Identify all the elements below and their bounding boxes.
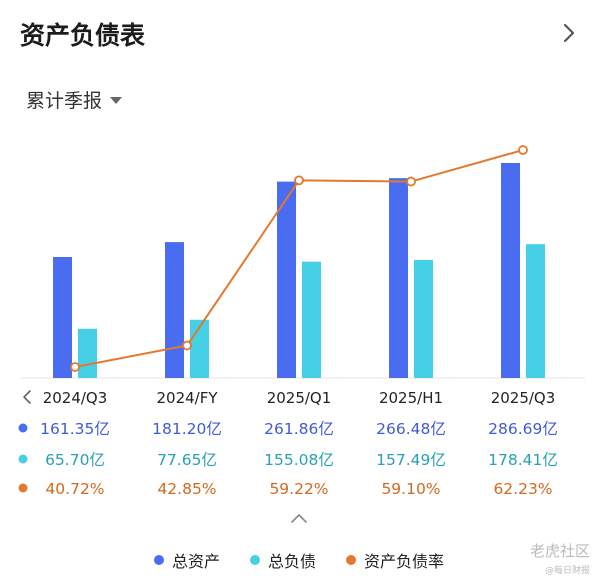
- point-debt-ratio: [518, 145, 528, 155]
- legend-item-total-assets: 总资产: [153, 548, 220, 572]
- x-tick-label: 2025/Q1: [267, 389, 332, 407]
- bar-total-liabilities: [526, 244, 545, 378]
- value-debt-ratio: 62.23%: [493, 480, 552, 498]
- value-debt-ratio: 42.85%: [157, 480, 216, 498]
- bar-total-liabilities: [414, 259, 433, 378]
- chevron-left-icon[interactable]: [23, 390, 31, 404]
- value-total-assets: 266.48亿: [376, 420, 446, 438]
- legend-label: 资产负债率: [364, 552, 445, 571]
- legend-item-debt-ratio: 资产负债率: [346, 548, 444, 572]
- watermark-brand: 老虎社区: [529, 542, 590, 560]
- x-tick-label: 2024/FY: [156, 389, 218, 407]
- row-dot-icon: [18, 483, 28, 493]
- value-total-liabilities: 178.41亿: [488, 451, 558, 469]
- watermark: 老虎社区 @每日财报: [530, 540, 590, 576]
- bar-total-assets: [165, 242, 184, 378]
- bar-total-assets: [277, 181, 296, 378]
- value-debt-ratio: 40.72%: [45, 480, 104, 498]
- legend-dot-icon: [153, 555, 164, 565]
- value-total-assets: 181.20亿: [152, 420, 222, 438]
- legend-dot-icon: [249, 555, 260, 565]
- bar-total-liabilities: [78, 328, 97, 378]
- page-title: 资产负债表: [20, 21, 146, 50]
- point-debt-ratio: [70, 362, 80, 372]
- point-debt-ratio: [182, 340, 192, 351]
- value-total-liabilities: 65.70亿: [45, 451, 105, 469]
- row-dot-icon: [18, 454, 28, 464]
- bar-total-assets: [389, 178, 408, 378]
- point-debt-ratio: [406, 176, 416, 187]
- x-tick-label: 2025/Q3: [491, 389, 556, 407]
- value-debt-ratio: 59.22%: [269, 480, 328, 498]
- value-total-assets: 286.69亿: [488, 420, 558, 438]
- caret-down-icon: [110, 97, 123, 104]
- point-debt-ratio: [294, 175, 304, 186]
- legend-label: 总负债: [267, 552, 316, 571]
- chevron-right-icon[interactable]: [562, 22, 576, 44]
- value-total-liabilities: 157.49亿: [376, 451, 446, 469]
- legend-dot-icon: [346, 555, 356, 565]
- chevron-up-icon[interactable]: [291, 514, 307, 523]
- value-total-assets: 161.35亿: [40, 420, 110, 438]
- watermark-source: @每日财报: [544, 566, 590, 576]
- bar-total-liabilities: [302, 261, 321, 378]
- x-tick-label: 2024/Q3: [43, 389, 108, 407]
- legend: 总资产 总负债 资产负债率: [0, 548, 598, 572]
- value-total-liabilities: 155.08亿: [264, 451, 334, 469]
- x-tick-label: 2025/H1: [379, 389, 443, 407]
- bar-total-assets: [501, 163, 520, 378]
- legend-item-total-liabilities: 总负债: [249, 548, 316, 572]
- period-selector[interactable]: 累计季报: [26, 86, 123, 113]
- row-dot-icon: [18, 423, 28, 433]
- balance-sheet-chart: 2024/Q3 2024/FY 2025/Q1 2025/H1 2025/Q3 161.…: [18, 145, 585, 523]
- value-debt-ratio: 59.10%: [381, 480, 440, 498]
- bar-total-assets: [53, 256, 72, 378]
- value-total-assets: 261.86亿: [264, 420, 334, 438]
- period-label: 累计季报: [26, 90, 103, 112]
- legend-label: 总资产: [171, 552, 220, 571]
- value-total-liabilities: 77.65亿: [157, 451, 217, 469]
